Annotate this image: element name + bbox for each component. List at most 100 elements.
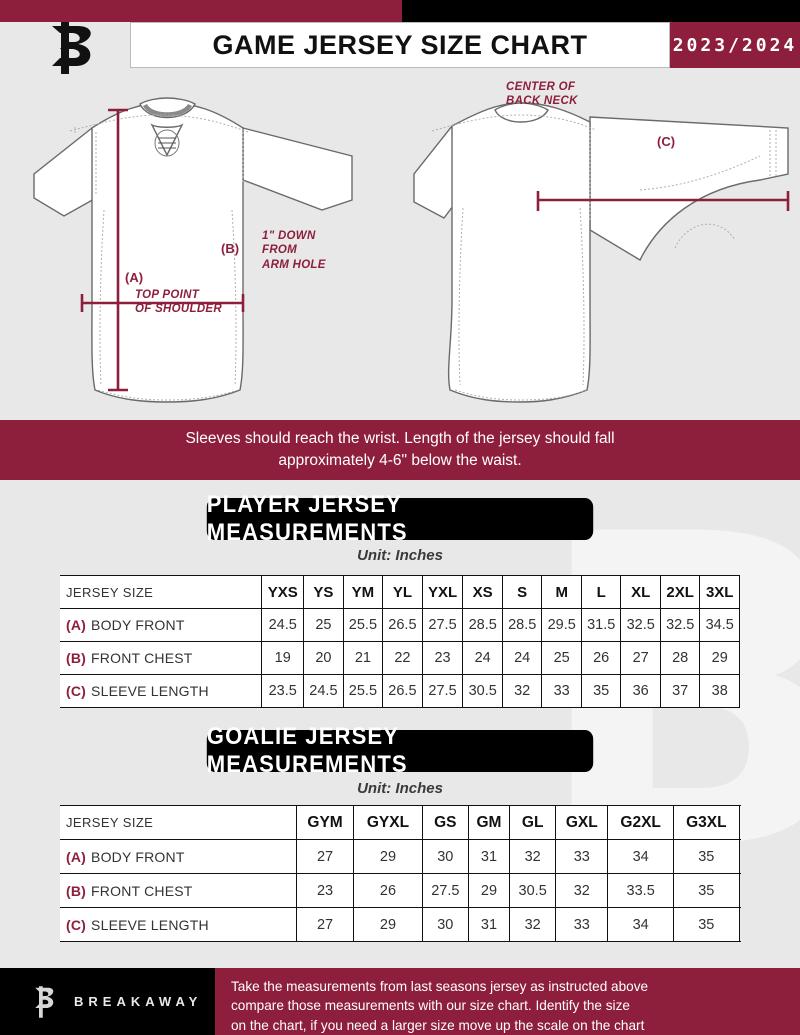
table-header-row: JERSEY SIZE GYM GYXL GS GM GL GXL G2XL G3XL [60,805,740,840]
jersey-front-illustration [33,97,353,403]
goalie-measurements-table: JERSEY SIZE GYM GYXL GS GM GL GXL G2XL G3XL (A)… [60,805,740,942]
measurement-cell: 24.5 [303,674,344,708]
measurement-cell: 34 [607,907,674,942]
measurement-cell: 35 [672,839,740,874]
measurement-cell: 30 [421,839,469,874]
measurement-cell: 33.5 [607,873,674,908]
column-header-2XL: 2XL [659,575,701,609]
table-row: (B) FRONT CHEST 19 20 21 22 23 24 24 25 26 27 28 29 [60,641,740,675]
label-a: (A) [125,270,144,285]
measurement-cell: 30.5 [509,873,557,908]
measurement-cell: 26 [580,641,622,675]
breakaway-b-logo-icon [38,20,110,76]
table-row: (A) BODY FRONT 27 29 30 31 32 33 34 35 [60,839,740,874]
measurement-cell: 37 [659,674,701,708]
footer-instructions: Take the measurements from last seasons … [215,968,800,1035]
measurement-cell: 30.5 [462,674,503,708]
measurement-cell [738,907,740,942]
measurement-cell: 35 [672,873,740,908]
measurement-cell: 27.5 [421,674,464,708]
measurement-cell: 27.5 [421,873,469,908]
measurement-cell [738,839,740,874]
column-header-GL: GL [509,805,557,840]
row-label-front-chest: (B) FRONT CHEST [60,641,263,675]
measurement-cell: 22 [382,641,423,675]
table-row: (C) SLEEVE LENGTH 23.5 24.5 25.5 26.5 27.5 30.5… [60,674,740,708]
footer-line-2: compare those measurements with our size… [231,998,630,1014]
row-label-sleeve-length: (C) SLEEVE LENGTH [60,907,297,942]
measurement-cell: 26.5 [382,608,423,642]
measurement-cell: 28.5 [501,608,543,642]
measurement-cell: 19 [261,641,305,675]
footer-brand-name: BREAKAWAY [74,994,203,1009]
measurement-cell: 25.5 [342,608,384,642]
measurement-cell [738,873,740,908]
column-header-blank [738,805,740,840]
row-tag: (C) [66,916,87,933]
measurement-cell: 20 [303,641,344,675]
measurement-cell: 30 [421,907,469,942]
measurement-cell: 29 [467,873,511,908]
measurement-cell: 32 [555,873,609,908]
breakaway-b-logo-icon [35,985,54,1018]
measurement-cell: 25.5 [342,674,384,708]
season-badge: 2023/2024 [670,22,800,68]
column-header-GS: GS [421,805,469,840]
jersey-back-illustration [413,102,789,403]
table-row: (B) FRONT CHEST 23 26 27.5 29 30.5 32 33.5 35 [60,873,740,908]
player-measurements-table: JERSEY SIZE YXS YS YM YL YXL XS S M L XL 2XL 3XL (A… [60,575,740,708]
player-row-header-label: JERSEY SIZE [60,575,263,609]
table-row: (A) BODY FRONT 24.5 25 25.5 26.5 27.5 28.5 28.5 2… [60,608,740,642]
column-header-YXS: YXS [261,575,305,609]
column-header-M: M [541,575,582,609]
column-header-YL: YL [382,575,423,609]
column-header-GYM: GYM [295,805,355,840]
column-header-YXL: YXL [421,575,464,609]
measurement-cell: 33 [555,839,609,874]
label-b: (B) [221,241,240,256]
measurement-cell: 29 [353,839,423,874]
instruction-banner: Sleeves should reach the wrist. Length o… [0,420,800,480]
measurement-cell: 21 [342,641,384,675]
header-accent-bar-black [402,0,800,22]
measurement-cell: 28 [659,641,701,675]
column-header-GXL: GXL [555,805,609,840]
label-c: (C) [657,134,676,149]
goalie-row-header-label: JERSEY SIZE [60,805,297,840]
column-header-G3XL: G3XL [672,805,740,840]
jersey-illustrations: .j { fill:#fff; stroke:#6a6a6a; stroke-w… [33,97,790,403]
goalie-unit-label: Unit: Inches [357,780,443,797]
table-row: (C) SLEEVE LENGTH 27 29 30 31 32 33 34 35 [60,907,740,942]
measurement-cell: 23.5 [261,674,305,708]
row-tag: (A) [66,848,87,865]
measurement-cell: 27.5 [421,608,464,642]
footer-line-1: Take the measurements from last seasons … [231,979,649,994]
column-header-GM: GM [467,805,511,840]
footer-brand-block: BREAKAWAY [0,968,215,1035]
measurement-cell: 29 [699,641,740,675]
measurement-cell: 34.5 [699,608,740,642]
goalie-table-body: (A) BODY FRONT 27 29 30 31 32 33 34 35 (B) FRONT CH… [60,839,740,942]
column-header-YS: YS [303,575,344,609]
measure-line-b [80,294,245,312]
measurement-cell: 27 [295,839,355,874]
page-title: GAME JERSEY SIZE CHART [130,22,670,68]
player-table-body: (A) BODY FRONT 24.5 25 25.5 26.5 27.5 28.5 28.5 2… [60,608,740,708]
measurement-cell: 28.5 [462,608,503,642]
measurement-cell: 32 [509,839,557,874]
measurement-cell: 31.5 [580,608,622,642]
player-section-title: PLAYER JERSEY MEASUREMENTS [206,491,594,546]
measurement-cell: 35 [580,674,622,708]
column-header-XL: XL [620,575,661,609]
measurement-cell: 24.5 [261,608,305,642]
measurement-cell: 36 [620,674,661,708]
column-header-XS: XS [462,575,503,609]
measurement-cell: 32 [509,907,557,942]
row-label-body-front: (A) BODY FRONT [60,839,297,874]
jersey-diagram-area: .j { fill:#fff; stroke:#6a6a6a; stroke-w… [0,70,800,415]
measurement-cell: 32 [501,674,543,708]
measure-line-c [536,191,790,211]
measure-line-a [108,108,128,392]
player-unit-label: Unit: Inches [357,547,443,564]
